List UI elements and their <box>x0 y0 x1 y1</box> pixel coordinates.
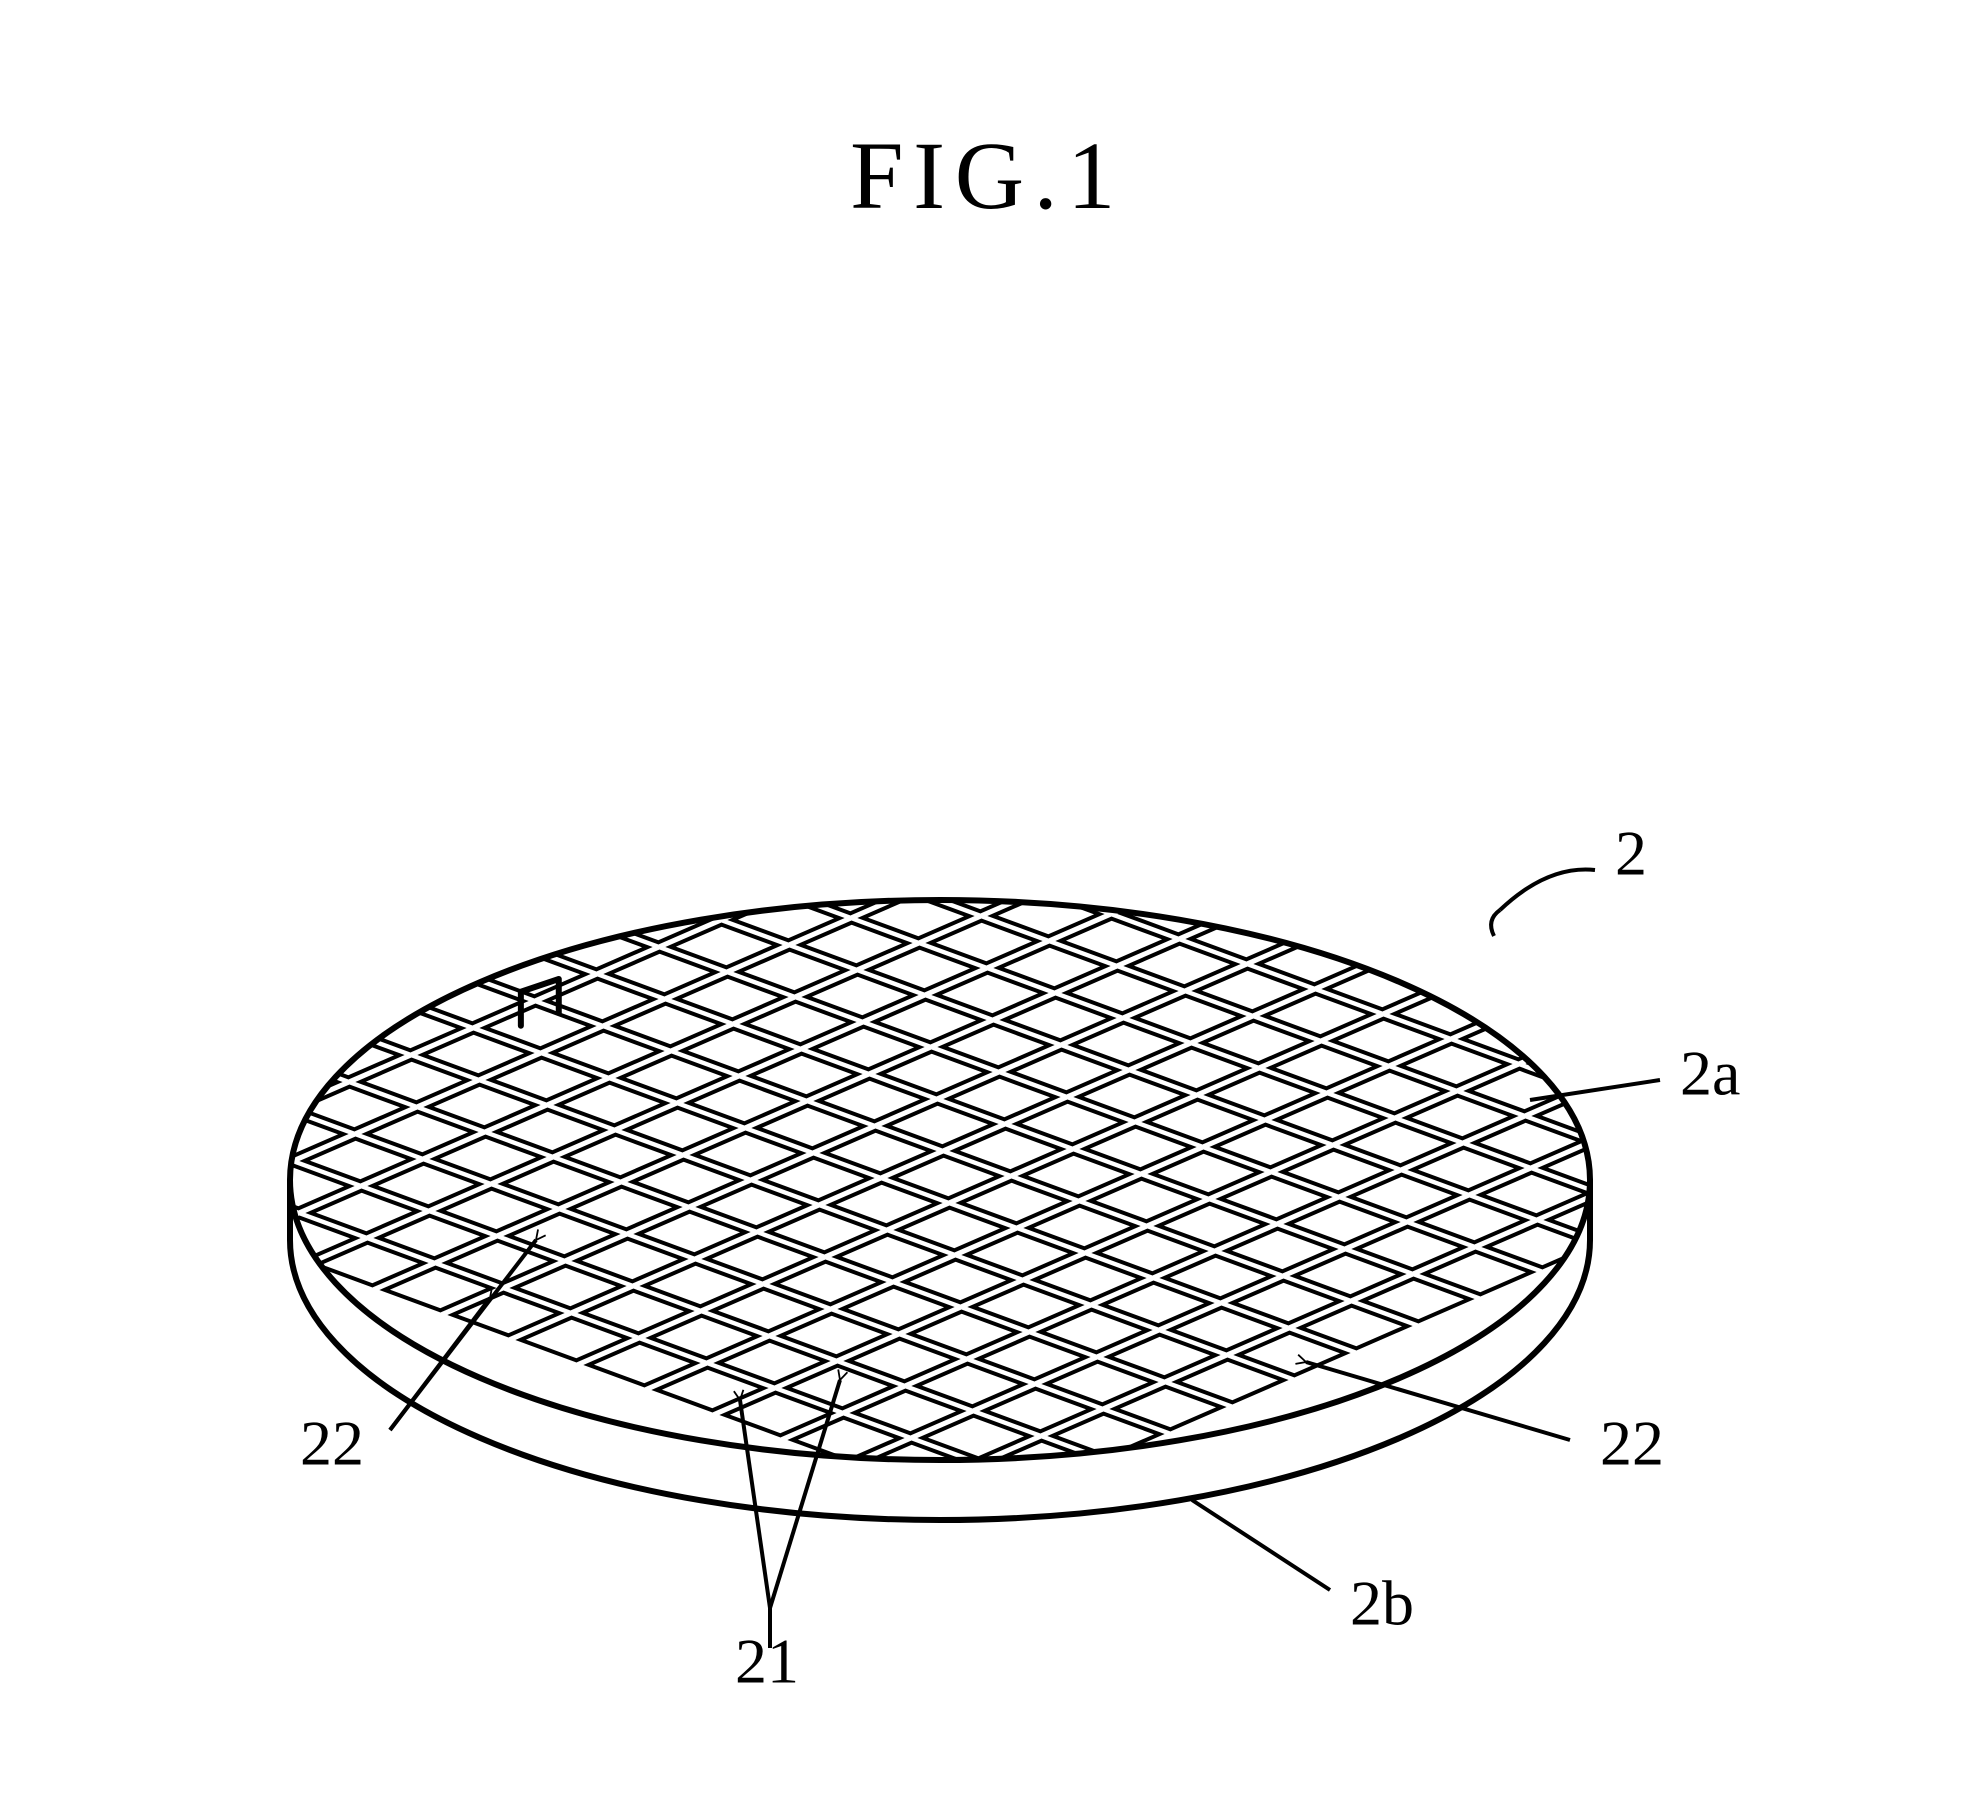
svg-text:2: 2 <box>1615 818 1647 889</box>
wafer-diagram: 2 2a 22 2b 21 22 <box>120 660 1840 1720</box>
svg-text:2a: 2a <box>1680 1038 1740 1109</box>
svg-text:22: 22 <box>1600 1408 1664 1479</box>
figure-title: FIG.1 <box>0 120 1975 231</box>
svg-text:2b: 2b <box>1350 1568 1414 1639</box>
svg-text:22: 22 <box>300 1408 364 1479</box>
svg-text:21: 21 <box>735 1626 799 1697</box>
